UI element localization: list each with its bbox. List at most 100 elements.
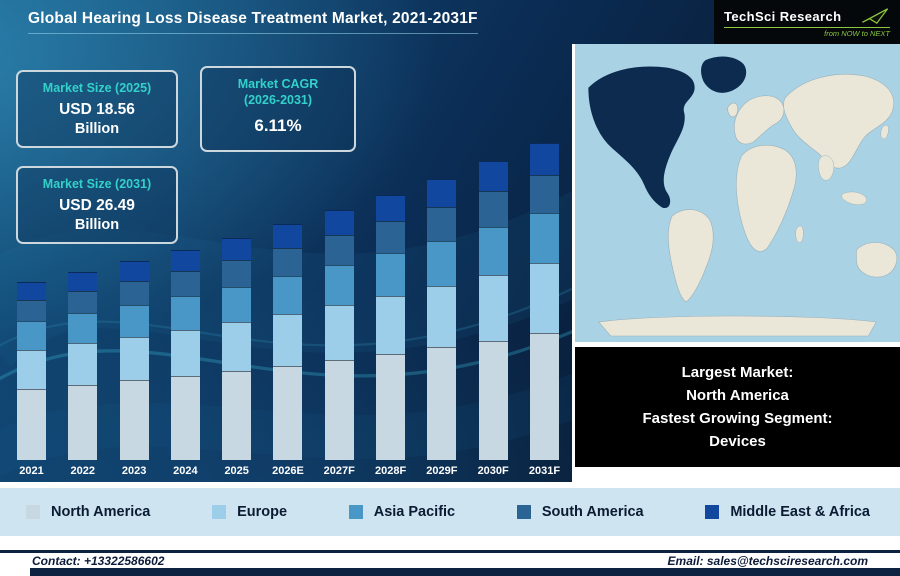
bar-column-2026E: 2026E	[264, 224, 311, 482]
market-size-2031-box: Market Size (2031) USD 26.49 Billion	[16, 166, 178, 244]
stacked-bar-2025	[222, 237, 252, 460]
stacked-bar-2031F	[529, 143, 559, 460]
legend-item-north-america: North America	[26, 504, 150, 520]
market-size-2025-box: Market Size (2025) USD 18.56 Billion	[16, 70, 178, 148]
legend-label: Middle East & Africa	[730, 504, 870, 520]
bar-segment-south-america	[529, 174, 559, 213]
market-size-2031-label: Market Size (2031)	[42, 177, 152, 191]
bar-segment-asia-pacific	[170, 296, 200, 330]
bar-segment-europe	[119, 336, 149, 381]
bar-segment-south-america	[427, 206, 457, 241]
x-axis-label: 2023	[121, 465, 147, 477]
stacked-bar-2030F	[478, 161, 508, 460]
region-madagascar	[795, 225, 804, 243]
stacked-bar-2021	[17, 282, 46, 460]
bar-segment-middle-east-africa	[529, 143, 559, 175]
world-map-svg	[575, 44, 900, 342]
stacked-bar-2027F	[324, 210, 354, 460]
bar-segment-south-america	[478, 191, 508, 228]
region-india	[818, 155, 835, 181]
stacked-bar-2028F	[376, 194, 406, 460]
bar-column-2024: 2024	[162, 249, 209, 482]
bar-segment-europe	[68, 343, 98, 385]
bar-segment-south-america	[68, 290, 98, 314]
legend-item-asia-pacific: Asia Pacific	[348, 504, 455, 520]
x-axis-label: 2031F	[528, 465, 561, 477]
stacked-bar-chart: 2021 2022 2023 2024 2025 2026E 2027F 2028F 2029F…	[8, 143, 568, 482]
bar-segment-europe	[529, 263, 559, 334]
region-greenland	[701, 56, 747, 93]
bar-column-2028F: 2028F	[367, 194, 414, 482]
footer-contact: Contact: +13322586602	[32, 553, 165, 568]
legend-swatch-europe	[212, 505, 227, 519]
continent-south-america	[668, 209, 714, 303]
continent-antarctica	[598, 315, 877, 337]
bar-column-2022: 2022	[59, 271, 106, 482]
bar-segment-south-america	[119, 280, 149, 305]
bar-segment-europe	[170, 329, 200, 376]
bar-segment-europe	[376, 295, 406, 354]
footer-bottom-bar	[30, 568, 900, 576]
x-axis-label: 2028F	[374, 465, 407, 477]
bar-column-2025: 2025	[213, 237, 260, 482]
chart-panel: Market Size (2025) USD 18.56 Billion Mar…	[0, 44, 572, 482]
bar-segment-north-america	[170, 376, 200, 460]
bar-segment-middle-east-africa	[68, 271, 98, 291]
x-axis-label: 2021	[19, 465, 44, 477]
note-line-fastest-segment-label: Fastest Growing Segment:	[642, 410, 833, 427]
bar-segment-south-america	[376, 221, 406, 254]
stacked-bar-2022	[68, 271, 98, 460]
legend-item-europe: Europe	[212, 504, 287, 520]
bar-segment-south-america	[170, 271, 200, 297]
market-cagr-box: Market CAGR (2026-2031) 6.11%	[200, 66, 356, 152]
bar-segment-europe	[427, 285, 457, 348]
region-japan	[880, 125, 889, 140]
bar-segment-asia-pacific	[529, 212, 559, 264]
market-size-2031-value: USD 26.49	[59, 196, 135, 214]
legend-label: Europe	[237, 504, 288, 520]
bar-segment-asia-pacific	[478, 227, 508, 275]
footer: Contact: +13322586602 Email: sales@techs…	[0, 550, 900, 576]
bar-segment-asia-pacific	[376, 253, 406, 296]
note-line-largest-market-value: North America	[686, 386, 789, 404]
bar-segment-middle-east-africa	[427, 178, 457, 207]
paper-plane-icon	[862, 8, 889, 25]
bar-segment-asia-pacific	[222, 286, 252, 323]
market-cagr-value: 6.11%	[254, 116, 302, 136]
region-uk	[727, 102, 739, 118]
continent-africa	[735, 144, 797, 252]
bar-column-2029F: 2029F	[418, 178, 465, 482]
bar-segment-south-america	[324, 235, 354, 265]
bar-segment-north-america	[17, 388, 46, 460]
logo-text: TechSci Research	[724, 8, 842, 24]
logo-tagline: from NOW to NEXT	[724, 27, 890, 38]
bar-segment-middle-east-africa	[324, 210, 354, 235]
bar-segment-middle-east-africa	[478, 161, 508, 192]
bar-segment-asia-pacific	[324, 265, 354, 305]
footer-email: Email: sales@techsciresearch.com	[667, 553, 868, 568]
market-size-2025-unit: Billion	[74, 120, 120, 137]
market-cagr-label-line2: (2026-2031)	[243, 92, 313, 107]
world-map	[575, 44, 900, 342]
bar-segment-europe	[478, 274, 508, 341]
bar-segment-north-america	[478, 340, 508, 460]
stacked-bar-2023	[119, 261, 149, 460]
right-panel: Largest Market: North America Fastest Gr…	[572, 44, 900, 482]
bar-segment-north-america	[222, 371, 252, 460]
bar-column-2030F: 2030F	[470, 161, 517, 482]
stacked-bar-2026E	[273, 224, 303, 460]
bar-segment-middle-east-africa	[170, 249, 200, 272]
market-size-2025-value: USD 18.56	[59, 100, 135, 118]
market-note: Largest Market: North America Fastest Gr…	[575, 347, 900, 467]
bar-segment-europe	[324, 305, 354, 360]
stacked-bar-2029F	[427, 178, 457, 460]
bar-segment-south-america	[17, 300, 46, 322]
bar-segment-europe	[222, 322, 252, 372]
bar-segment-north-america	[119, 380, 149, 460]
bar-segment-asia-pacific	[119, 304, 149, 337]
x-axis-label: 2025	[224, 465, 249, 477]
bar-column-2031F: 2031F	[521, 143, 568, 482]
x-axis-label: 2029F	[426, 465, 458, 477]
top-section: Global Hearing Loss Disease Treatment Ma…	[0, 0, 900, 482]
